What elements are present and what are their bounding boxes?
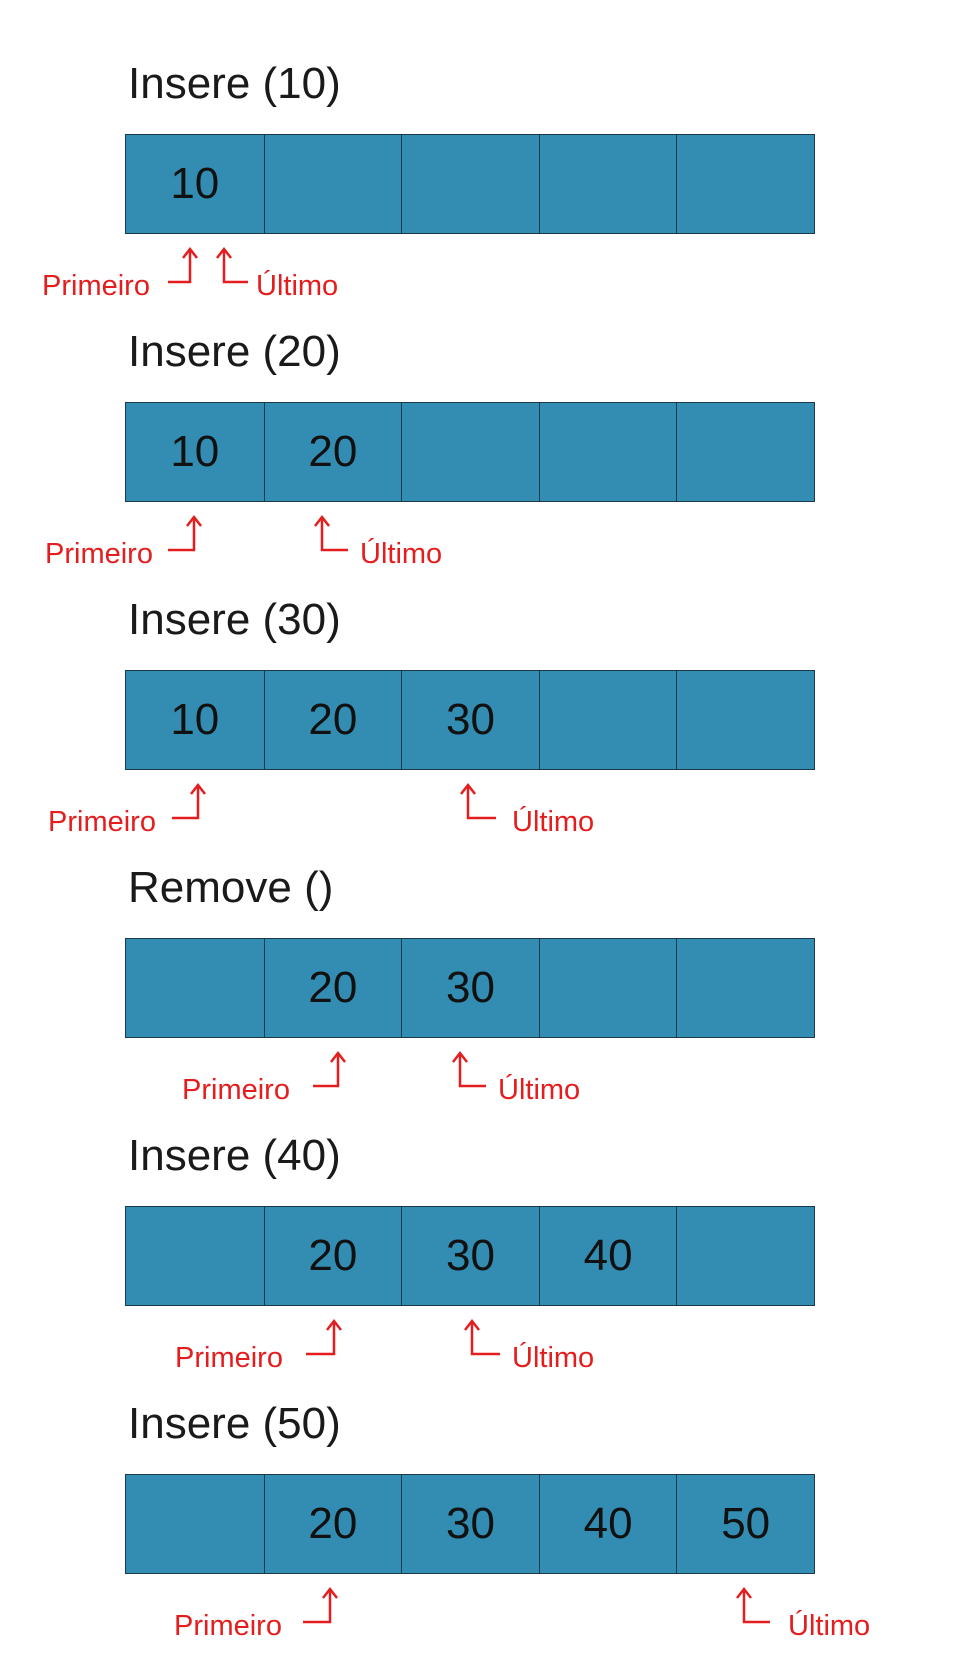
queue-cell-1: 20 [263,1207,402,1305]
queue-cell-1: 20 [263,671,402,769]
queue-array: 20 30 40 50 [125,1474,815,1574]
first-pointer-arrow [313,1054,340,1088]
queue-array: 10 20 [125,402,815,502]
queue-cell-3: 40 [538,1207,677,1305]
first-pointer-arrow [172,786,200,820]
pointer-arrows [306,1318,500,1356]
queue-cell-0 [126,939,264,1037]
last-pointer-arrow [458,1054,486,1088]
queue-step-1: Insere (10) 10 Primeiro Último [0,59,960,301]
pointer-arrows [168,246,248,284]
last-pointer-arrow [320,518,348,552]
queue-cell-2: 30 [401,939,539,1037]
first-pointer-label: Primeiro [45,538,153,570]
pointer-arrows [313,1050,486,1088]
first-pointer-arrow [168,250,192,284]
first-pointer-label: Primeiro [48,806,156,838]
queue-array: 10 [125,134,815,234]
queue-cell-4 [676,1207,814,1305]
queue-cell-0 [126,1207,264,1305]
last-pointer-label: Último [360,538,443,570]
queue-cell-2: 30 [401,1475,539,1573]
last-pointer-arrow [466,786,496,820]
queue-cell-1: 20 [263,1475,402,1573]
last-pointer-arrow [222,250,248,284]
queue-step-3: Insere (30) 10 20 30 Primeiro Último [0,595,960,837]
pointer-arrows [303,1586,770,1624]
step-title: Insere (20) [128,327,341,376]
queue-step-2: Insere (20) 10 20 Primeiro Último [0,327,960,569]
queue-step-5: Insere (40) 20 30 40 Primeiro Último [0,1131,960,1373]
queue-cell-2: 30 [401,1207,539,1305]
queue-cell-1 [263,135,402,233]
step-title: Insere (50) [128,1399,341,1448]
queue-cell-4: 50 [676,1475,814,1573]
step-title: Insere (10) [128,59,341,108]
last-pointer-label: Último [788,1610,871,1642]
first-pointer-label: Primeiro [182,1074,290,1106]
queue-cell-3 [538,403,677,501]
queue-cell-4 [676,939,814,1037]
queue-cell-3 [538,135,677,233]
last-pointer-label: Último [512,806,595,838]
queue-cell-3 [538,939,677,1037]
last-pointer-arrow [470,1322,500,1356]
pointer-arrows [172,782,496,820]
last-pointer-label: Último [256,270,339,302]
queue-cell-0 [126,1475,264,1573]
queue-cell-0: 10 [126,403,264,501]
last-pointer-label: Último [498,1074,581,1106]
queue-cell-4 [676,671,814,769]
queue-cell-0: 10 [126,671,264,769]
queue-cell-2: 30 [401,671,539,769]
first-pointer-arrow [303,1590,332,1624]
queue-array: 20 30 40 [125,1206,815,1306]
queue-cell-0: 10 [126,135,264,233]
step-title: Insere (30) [128,595,341,644]
queue-cell-3 [538,671,677,769]
queue-cell-1: 20 [263,939,402,1037]
first-pointer-label: Primeiro [174,1610,282,1642]
queue-array: 10 20 30 [125,670,815,770]
first-pointer-label: Primeiro [42,270,150,302]
step-title: Remove () [128,863,334,912]
first-pointer-arrow [168,518,196,552]
queue-array: 20 30 [125,938,815,1038]
first-pointer-arrow [306,1322,336,1356]
queue-cell-4 [676,403,814,501]
first-pointer-label: Primeiro [175,1342,283,1374]
queue-cell-2 [401,135,539,233]
queue-cell-3: 40 [538,1475,677,1573]
last-pointer-arrow [742,1590,770,1624]
last-pointer-label: Último [512,1342,595,1374]
queue-cell-2 [401,403,539,501]
queue-step-6: Insere (50) 20 30 40 50 Primeiro Último [0,1399,960,1641]
step-title: Insere (40) [128,1131,341,1180]
queue-cell-4 [676,135,814,233]
pointer-arrows [168,514,348,552]
queue-cell-1: 20 [263,403,402,501]
queue-step-4: Remove () 20 30 Primeiro Último [0,863,960,1105]
